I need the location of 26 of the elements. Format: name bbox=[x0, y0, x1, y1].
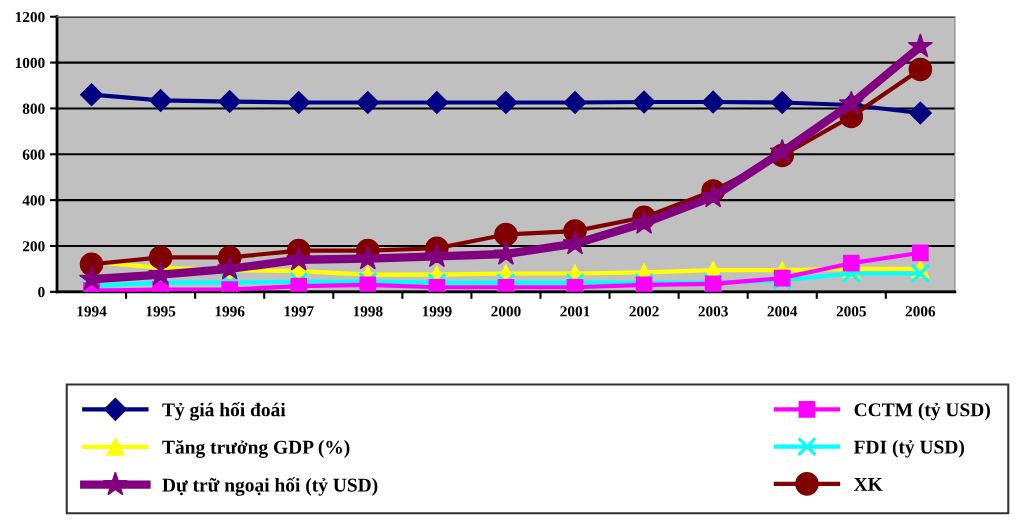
y-tick-label: 800 bbox=[22, 103, 45, 114]
x-tick-label: 2000 bbox=[491, 306, 521, 317]
x-tick-label: 2004 bbox=[767, 306, 798, 317]
legend-label: FDI (tỷ USD) bbox=[853, 439, 964, 458]
x-tick-label: 1997 bbox=[284, 306, 314, 317]
y-tick-label: 1200 bbox=[15, 11, 45, 23]
y-tick-label: 400 bbox=[22, 195, 45, 206]
y-tick-label: 1000 bbox=[15, 57, 45, 69]
y-tick-label: 200 bbox=[22, 241, 45, 252]
x-tick-label: 2002 bbox=[629, 306, 659, 317]
y-tick-label: 0 bbox=[38, 286, 45, 298]
x-tick-label: 2003 bbox=[698, 306, 728, 317]
legend-label: CCTM (tỷ USD) bbox=[854, 402, 990, 421]
x-tick-label: 1995 bbox=[146, 306, 176, 317]
x-tick-label: 1994 bbox=[77, 306, 107, 317]
x-tick-label: 2005 bbox=[836, 306, 866, 317]
x-tick-label: 1999 bbox=[422, 306, 452, 317]
legend-label: XK bbox=[853, 477, 883, 491]
legend-label: Tỷ giá hối đoái bbox=[162, 402, 286, 421]
x-tick-label: 1998 bbox=[353, 306, 383, 317]
x-tick-label: 2001 bbox=[560, 306, 590, 317]
x-tick-label: 1996 bbox=[215, 306, 245, 317]
legend-label: Dự trữ ngoại hối (tỷ USD) bbox=[162, 477, 378, 496]
legend-label: Tăng trưởng GDP (%) bbox=[162, 439, 350, 458]
y-tick-label: 600 bbox=[22, 149, 45, 160]
x-tick-label: 2006 bbox=[905, 306, 936, 317]
